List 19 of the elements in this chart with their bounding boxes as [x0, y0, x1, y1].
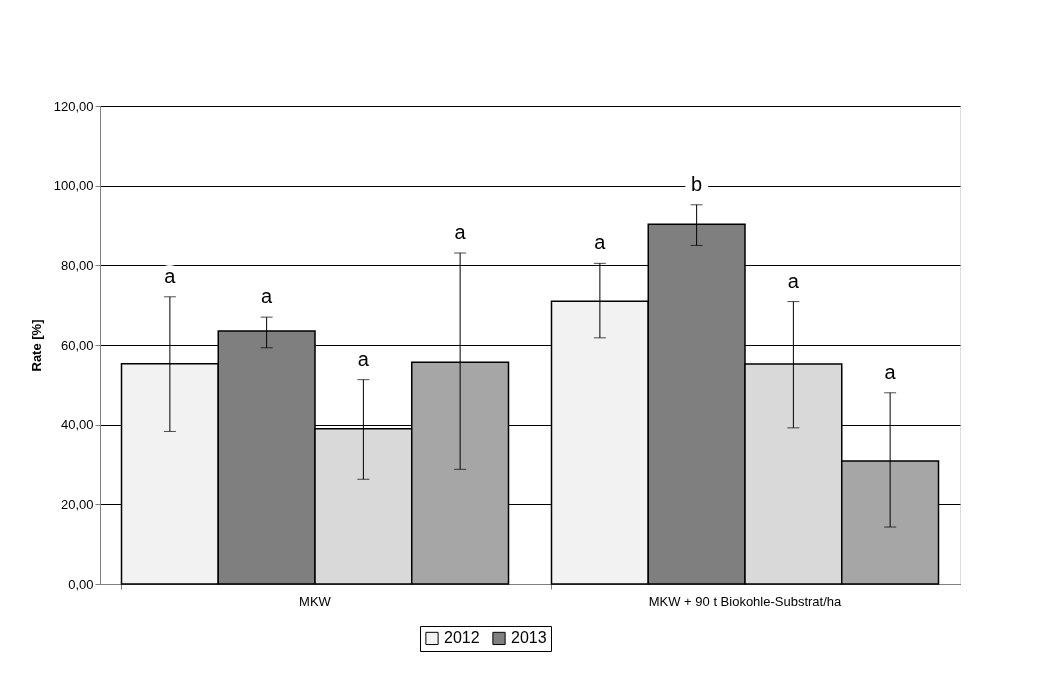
legend-label: 2012 [444, 629, 480, 647]
y-tick-label: 20,00 [60, 496, 94, 512]
annotation: a [261, 285, 274, 308]
y-tick-label: 60,00 [60, 337, 94, 353]
y-axis-title: Rate [%] [28, 319, 44, 372]
annotation: a [164, 264, 177, 287]
annotation: a [594, 231, 607, 254]
x-tick-label: MKW [299, 593, 332, 609]
y-tick-label: 40,00 [60, 417, 94, 433]
y-tick-label: 120,00 [53, 98, 94, 114]
y-tick-label: 0,00 [68, 576, 94, 592]
y-tick-label: 80,00 [60, 257, 94, 273]
annotation: a [454, 220, 467, 243]
annotation: a [357, 347, 370, 370]
annotation: a [787, 269, 800, 292]
annotation: a [884, 360, 897, 383]
legend-label: 2013 [511, 629, 547, 647]
y-tick-label: 100,00 [53, 178, 94, 194]
x-tick-label: MKW + 90 t Biokohle-Substrat/ha [648, 593, 843, 609]
